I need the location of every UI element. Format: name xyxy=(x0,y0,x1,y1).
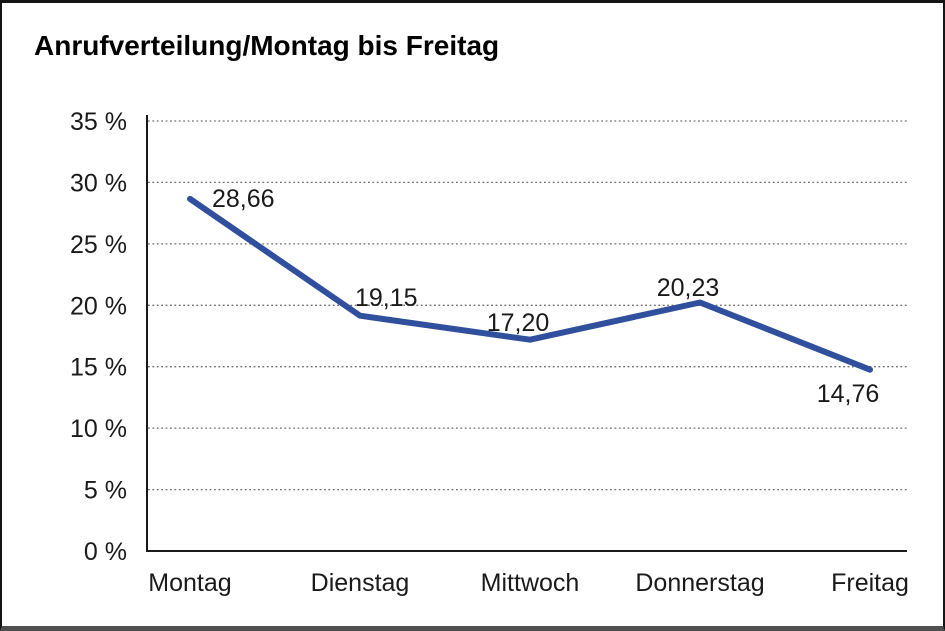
x-tick-label: Dienstag xyxy=(311,569,410,597)
y-tick-label: 20 % xyxy=(70,292,127,320)
chart-title: Anrufverteilung/Montag bis Freitag xyxy=(34,30,500,61)
data-label-donnerstag: 20,23 xyxy=(657,274,720,302)
x-tick-label: Donnerstag xyxy=(635,569,764,597)
y-tick-label: 25 % xyxy=(70,231,127,259)
y-tick-label: 5 % xyxy=(84,477,127,505)
x-tick-label: Montag xyxy=(148,569,231,597)
y-tick-label: 35 % xyxy=(70,108,127,136)
data-label-freitag: 14,76 xyxy=(817,380,880,408)
data-line xyxy=(187,195,873,373)
y-tick-label: 30 % xyxy=(70,169,127,197)
line-chart-canvas: 0 % 5 % 10 % 15 % 20 % 25 % 30 % 35 % Montag Dien… xyxy=(70,108,909,597)
data-label-mittwoch: 17,20 xyxy=(487,309,550,337)
x-tick-label: Mittwoch xyxy=(481,569,580,597)
x-tick-label: Freitag xyxy=(831,569,909,597)
y-tick-label: 0 % xyxy=(84,538,127,566)
data-label-dienstag: 19,15 xyxy=(355,284,418,312)
y-tick-label: 15 % xyxy=(70,354,127,382)
data-label-montag: 28,66 xyxy=(212,185,275,213)
y-tick-label: 10 % xyxy=(70,415,127,443)
